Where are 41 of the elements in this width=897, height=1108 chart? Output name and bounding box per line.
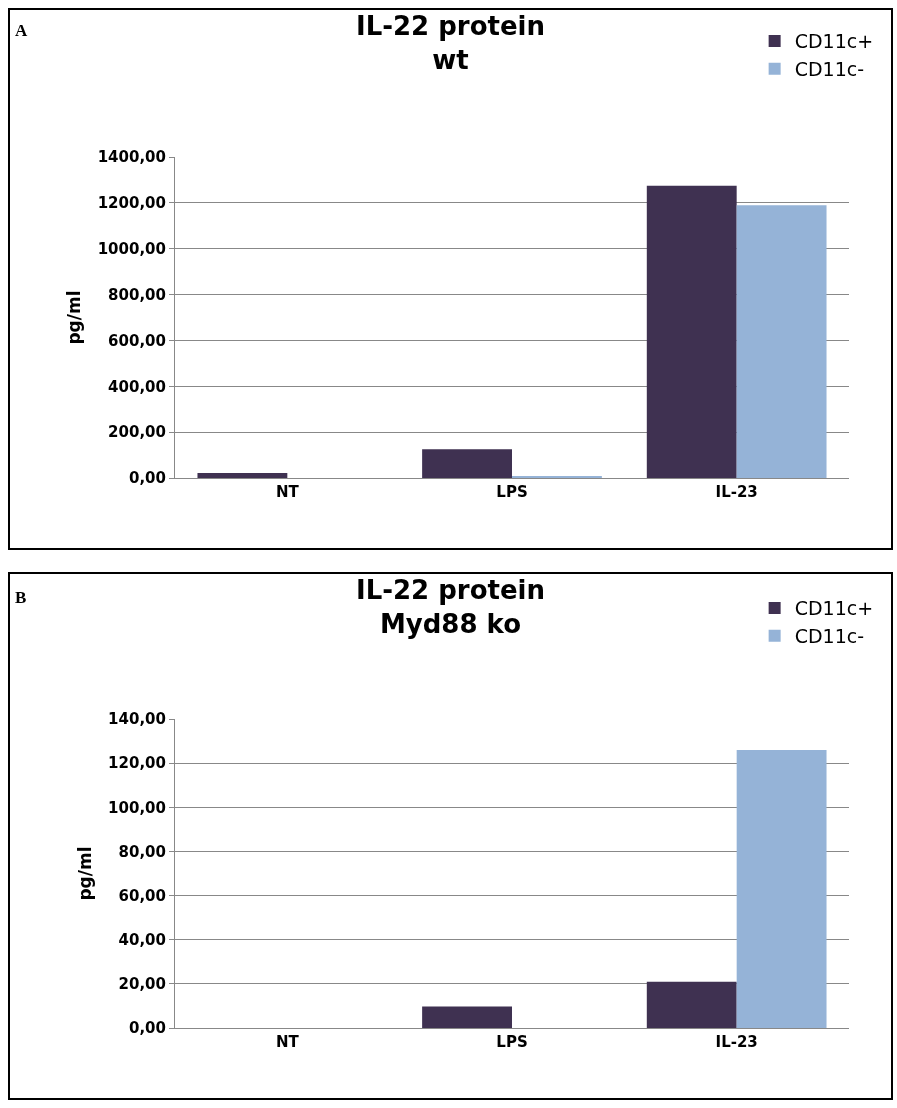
y-tick-label: 1200,00 [97,194,166,213]
y-tick-label: 600,00 [108,331,166,350]
x-tick-label: NT [275,483,300,501]
y-tick-label: 140,00 [108,710,166,729]
chart-title: IL-22 protein [355,11,546,41]
x-tick-label: IL-23 [715,1033,758,1051]
y-tick-label: 800,00 [108,285,166,304]
y-tick-label: 0,00 [128,469,166,488]
y-tick-label: 200,00 [108,423,166,442]
y-tick-label: 100,00 [108,798,166,817]
bar [646,981,737,1028]
legend-label: CD11c- [794,58,865,81]
bar [736,205,827,478]
text: A [15,21,28,40]
bar [736,749,827,1028]
y-tick-label: 1400,00 [97,148,166,167]
y-tick-label: 0,00 [128,1019,166,1038]
legend-label: CD11c- [794,625,865,648]
chart-subtitle: Myd88 ko [379,608,522,639]
y-tick-label: 80,00 [118,842,166,861]
bar [422,1006,512,1028]
y-tick-label: 120,00 [108,754,166,773]
y-tick-label: 1000,00 [97,239,166,258]
chart-title: IL-22 protein [355,575,546,605]
y-axis-title: pg/ml [64,290,85,345]
bar [422,449,512,478]
x-tick-label: LPS [496,1033,528,1051]
x-tick-label: LPS [496,483,528,501]
y-tick-label: 60,00 [118,886,166,905]
chart-subtitle: wt [432,44,469,75]
text: B [15,588,27,607]
bar [197,472,288,478]
y-tick-label: 40,00 [118,930,166,949]
y-tick-label: 400,00 [108,377,166,396]
x-tick-label: IL-23 [715,483,758,501]
bar [646,185,737,478]
x-tick-label: NT [275,1033,300,1051]
y-axis-title: pg/ml [74,846,95,901]
legend-label: CD11c+ [794,30,874,53]
legend-label: CD11c+ [794,597,874,620]
y-tick-label: 20,00 [118,975,166,994]
